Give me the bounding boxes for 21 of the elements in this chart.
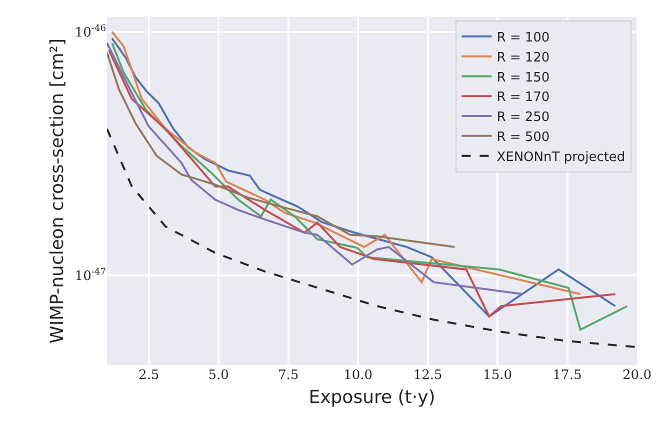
x-tick-label: 5.0	[208, 368, 229, 383]
legend-label: R = 100	[496, 30, 550, 46]
legend-label: R = 120	[496, 50, 550, 66]
x-tick-label: 12.5	[413, 368, 442, 383]
line-series	[107, 52, 456, 248]
legend-label: XENONnT projected	[496, 150, 626, 165]
x-axis-title: Exposure (t·y)	[308, 387, 436, 408]
x-tick-label: 2.5	[138, 368, 160, 383]
legend-label: R = 250	[496, 110, 550, 126]
x-tick-label: 10.0	[344, 368, 373, 383]
line-series	[107, 128, 636, 348]
x-tick-label: 15.0	[483, 368, 512, 383]
legend-label: R = 500	[496, 130, 550, 145]
x-tick-label: 7.5	[278, 368, 299, 383]
legend-label: R = 170	[496, 90, 550, 106]
y-tick-label: 10$^{-46}$	[74, 24, 106, 40]
x-tick-label: 20.0	[622, 368, 652, 383]
x-tick-label: 17.5	[552, 368, 582, 383]
y-axis-title: WIMP-nucleon cross-section [cm²]	[46, 38, 68, 344]
y-tick-label: 10$^{-47}$	[74, 268, 106, 284]
legend-label: R = 150	[496, 70, 550, 86]
